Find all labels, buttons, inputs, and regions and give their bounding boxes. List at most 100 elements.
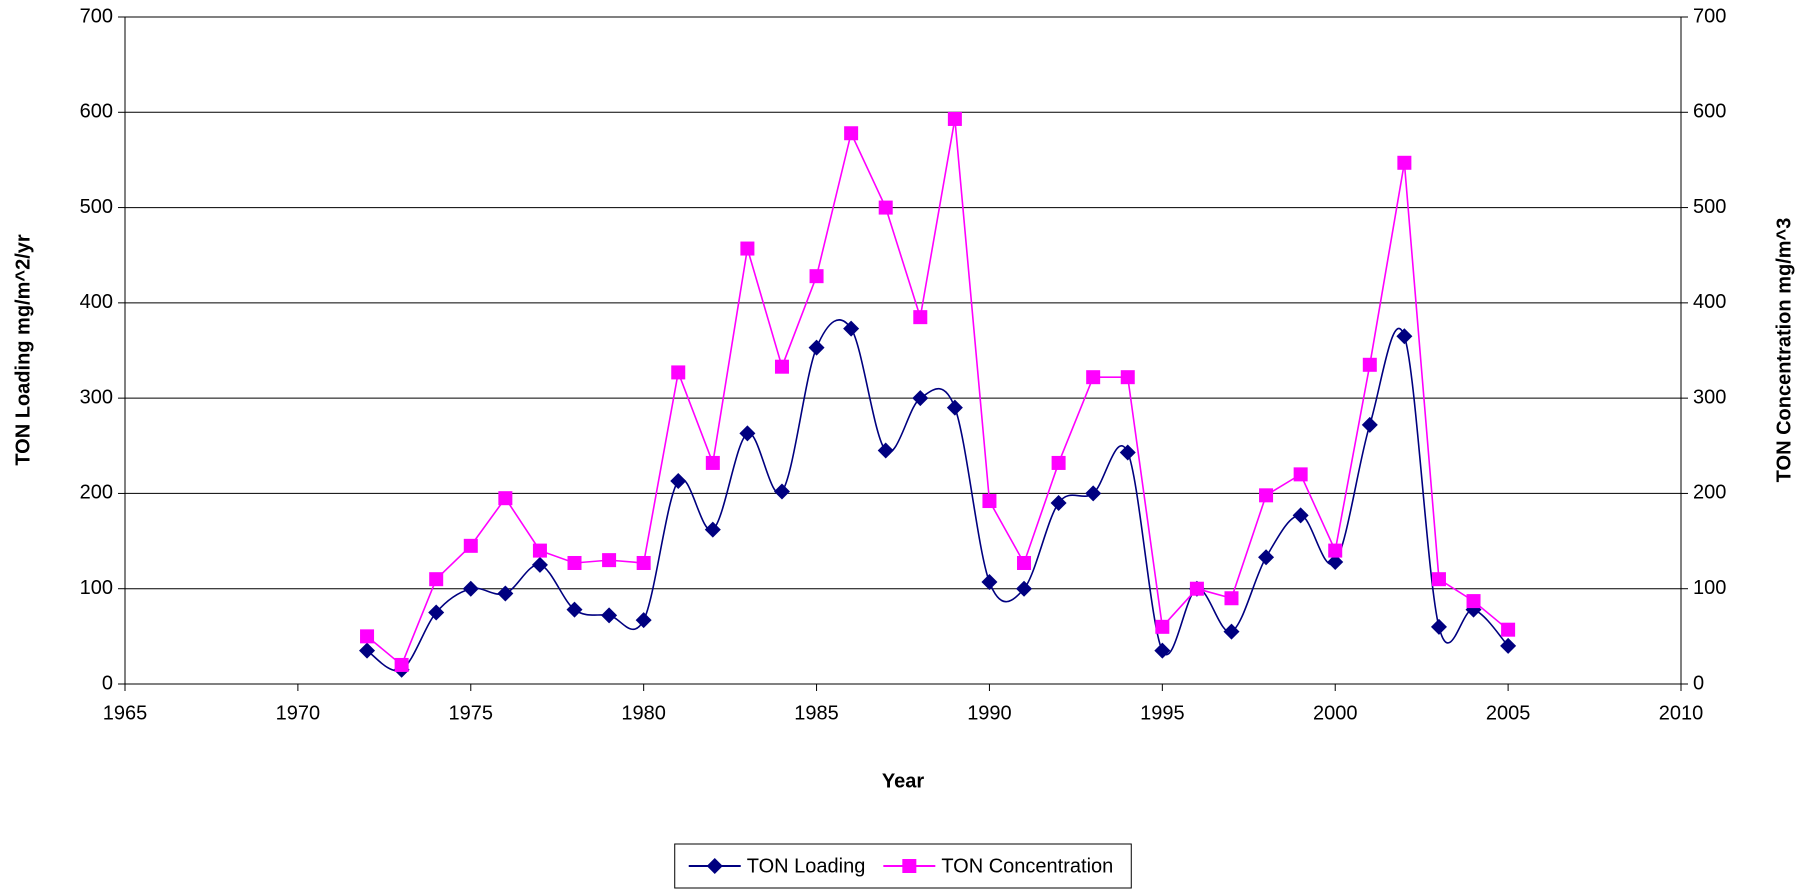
x-tick-label: 2000: [1313, 702, 1358, 724]
y2-tick-label: 700: [1693, 5, 1726, 27]
y-tick-label: 0: [102, 672, 113, 694]
y-tick-label: 600: [80, 101, 113, 123]
x-tick-label: 2005: [1486, 702, 1531, 724]
marker: [359, 642, 376, 659]
marker: [1189, 581, 1204, 596]
y2-tick-label: 100: [1693, 577, 1726, 599]
y-tick-label: 700: [80, 5, 113, 27]
marker: [429, 572, 444, 587]
y2-tick-label: 400: [1693, 291, 1726, 313]
series-line: [366, 319, 1509, 672]
y-tick-label: 400: [80, 291, 113, 313]
marker: [1430, 618, 1447, 635]
marker: [566, 601, 583, 618]
marker: [1501, 622, 1516, 637]
marker: [1155, 619, 1170, 634]
y2-tick-label: 500: [1693, 196, 1726, 218]
x-tick-label: 1985: [794, 702, 839, 724]
x-axis-label: Year: [882, 770, 924, 792]
marker: [1397, 155, 1412, 170]
marker: [463, 538, 478, 553]
marker: [497, 585, 514, 602]
x-tick-label: 2010: [1659, 702, 1704, 724]
x-tick-label: 1970: [276, 702, 321, 724]
marker: [1362, 357, 1377, 372]
marker: [704, 521, 721, 538]
y-tick-label: 300: [80, 386, 113, 408]
marker: [1258, 549, 1275, 566]
marker: [532, 543, 547, 558]
x-tick-label: 1965: [103, 702, 148, 724]
legend-label: TON Loading: [747, 855, 866, 877]
x-tick-label: 1980: [621, 702, 666, 724]
marker: [567, 555, 582, 570]
marker: [1327, 554, 1344, 571]
marker: [1050, 494, 1067, 511]
marker: [1017, 555, 1032, 570]
legend: TON Loading TON Concentration: [674, 843, 1132, 889]
legend-label: TON Concentration: [941, 855, 1113, 877]
series-line: [366, 118, 1509, 667]
marker: [1086, 370, 1101, 385]
marker: [531, 556, 548, 573]
marker: [1361, 416, 1378, 433]
marker: [774, 359, 789, 374]
marker: [428, 604, 445, 621]
marker: [912, 390, 929, 407]
marker: [808, 339, 825, 356]
marker: [981, 574, 998, 591]
marker: [1293, 467, 1308, 482]
marker: [878, 200, 893, 215]
marker: [773, 483, 790, 500]
marker: [394, 657, 409, 672]
marker: [877, 442, 894, 459]
marker: [946, 399, 963, 416]
marker: [844, 126, 859, 141]
y2-axis-label: TON Concentration mg/m^3: [1773, 218, 1795, 483]
x-tick-label: 1975: [449, 702, 494, 724]
legend-marker: [902, 859, 917, 873]
marker: [635, 612, 652, 629]
y-tick-label: 100: [80, 577, 113, 599]
marker: [1292, 507, 1309, 524]
y2-tick-label: 0: [1693, 672, 1704, 694]
marker: [913, 310, 928, 325]
marker: [982, 494, 997, 509]
marker: [462, 580, 479, 597]
y-tick-label: 500: [80, 196, 113, 218]
marker: [671, 365, 686, 380]
marker: [947, 111, 962, 126]
y2-tick-label: 200: [1693, 482, 1726, 504]
marker: [1051, 455, 1066, 470]
marker: [739, 425, 756, 442]
x-tick-label: 1990: [967, 702, 1012, 724]
marker: [1466, 594, 1481, 609]
legend-marker: [706, 858, 723, 874]
plot-frame: [124, 16, 1682, 685]
marker: [602, 553, 617, 568]
marker: [1016, 580, 1033, 597]
marker: [740, 241, 755, 256]
marker: [1259, 488, 1274, 503]
marker: [670, 473, 687, 490]
y2-tick-label: 300: [1693, 386, 1726, 408]
marker: [705, 455, 720, 470]
marker: [1085, 485, 1102, 502]
marker: [1328, 543, 1343, 558]
x-tick-label: 1995: [1140, 702, 1185, 724]
marker: [1154, 642, 1171, 659]
marker: [843, 320, 860, 337]
marker: [1224, 591, 1239, 606]
marker: [601, 607, 618, 624]
marker: [1396, 328, 1413, 345]
marker: [1223, 623, 1240, 640]
y-axis-label: TON Loading mg/m^2/yr: [12, 234, 34, 466]
marker: [360, 629, 375, 644]
marker: [809, 269, 824, 284]
marker: [1119, 444, 1136, 461]
marker: [1500, 637, 1517, 654]
y2-tick-label: 600: [1693, 101, 1726, 123]
marker: [636, 555, 651, 570]
marker: [1120, 370, 1135, 385]
